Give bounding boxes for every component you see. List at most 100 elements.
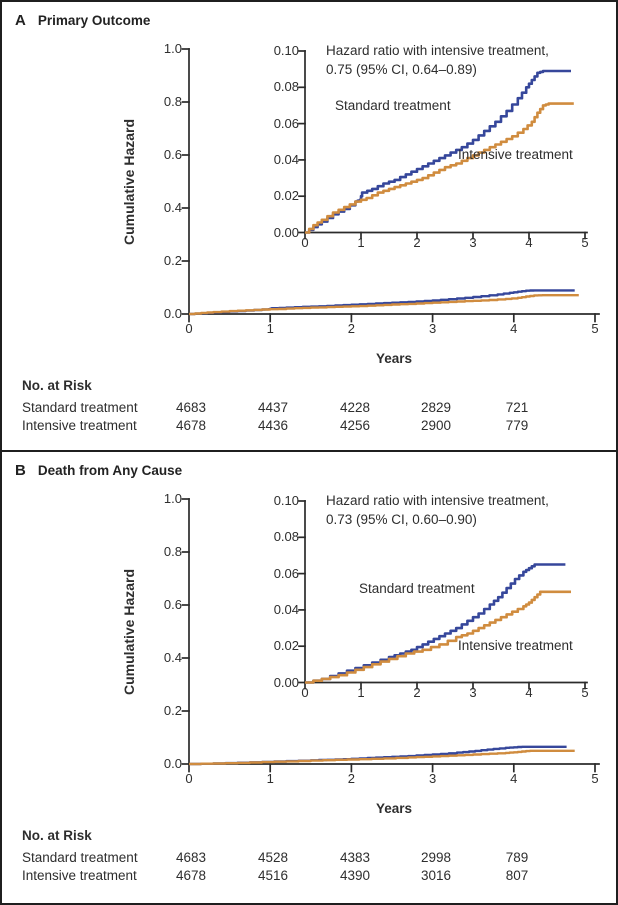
panel-b-hazard-ratio-annotation: Hazard ratio with intensive treatment, 0…	[326, 491, 549, 529]
risk-value: 2998	[420, 850, 452, 865]
panel-b-label: B	[15, 462, 26, 479]
inset-y-tick-label: 0.00	[273, 674, 299, 690]
main-curve-intensive_line	[189, 749, 575, 766]
inset-y-tick-label: 0.04	[273, 151, 299, 167]
inset-y-tick-label: 0.08	[273, 529, 299, 545]
panel-b-chart-canvas	[181, 498, 600, 773]
main-y-tick-label: 0.4	[163, 650, 182, 665]
risk-value: 807	[505, 868, 529, 883]
panel-a-y-axis-label: Cumulative Hazard	[120, 118, 137, 246]
inset-x-tick-label: 2	[413, 685, 421, 700]
risk-value: 4678	[175, 418, 207, 433]
panel-a-hazard-ratio-annotation: Hazard ratio with intensive treatment, 0…	[326, 41, 549, 79]
panel-b-y-axis-label: Cumulative Hazard	[120, 568, 137, 696]
inset-y-tick-label: 0.04	[273, 601, 299, 617]
main-x-tick-label: 2	[347, 771, 355, 786]
main-x-tick-label: 5	[591, 771, 599, 786]
panel-a-no-at-risk-heading: No. at Risk	[22, 378, 92, 393]
main-x-tick-label: 3	[428, 771, 437, 786]
panel-a-label: A	[15, 12, 26, 29]
inset-x-tick-label: 3	[469, 685, 477, 700]
main-y-tick-label: 0.0	[163, 306, 182, 321]
inset-x-tick-label: 1	[357, 685, 365, 700]
risk-value: 4436	[257, 418, 289, 433]
main-x-tick-label: 2	[347, 321, 355, 336]
panel-divider	[2, 450, 616, 452]
main-curve-intensive_line	[189, 294, 579, 316]
risk-value: 3016	[420, 868, 452, 883]
annotation-line-2: 0.75 (95% CI, 0.64–0.89)	[326, 62, 477, 77]
main-y-tick-label: 0.8	[163, 544, 182, 559]
main-y-tick-label: 0.6	[163, 147, 182, 162]
panel-b-no-at-risk-heading: No. at Risk	[22, 828, 92, 843]
risk-value: 4228	[339, 400, 371, 415]
risk-value: 4437	[257, 400, 289, 415]
risk-value: 721	[505, 400, 529, 415]
inset-x-tick-label: 1	[357, 235, 365, 250]
risk-value: 4390	[339, 868, 371, 883]
inset-x-tick-label: 5	[581, 685, 589, 700]
main-y-tick-label: 0.2	[163, 703, 182, 718]
panel-a-risk-row-label-intensive: Intensive treatment	[22, 418, 137, 433]
main-y-tick-label: 1.0	[163, 41, 182, 56]
annotation-line-2: 0.73 (95% CI, 0.60–0.90)	[326, 512, 477, 527]
main-x-tick-label: 0	[185, 771, 193, 786]
inset-curve-intensive_line	[305, 590, 571, 684]
panel-a-risk-row-label-standard: Standard treatment	[22, 400, 138, 415]
panel-a-title: Primary Outcome	[37, 13, 151, 28]
risk-value: 779	[505, 418, 529, 433]
panel-a-standard-curve-label: Standard treatment	[335, 98, 451, 113]
panel-a-intensive-curve-label: Intensive treatment	[458, 147, 573, 162]
main-y-tick-label: 0.2	[163, 253, 182, 268]
inset-y-tick-label: 0.06	[273, 565, 299, 581]
main-y-tick-label: 0.4	[163, 200, 182, 215]
main-x-tick-label: 1	[266, 321, 274, 336]
panel-a-x-axis-label: Years	[375, 351, 413, 366]
panel-b-title: Death from Any Cause	[37, 463, 183, 478]
inset-x-tick-label: 0	[301, 235, 309, 250]
main-y-tick-label: 0.8	[163, 94, 182, 109]
panel-b-intensive-curve-label: Intensive treatment	[458, 638, 573, 653]
inset-y-tick-label: 0.00	[273, 224, 299, 240]
inset-y-tick-label: 0.02	[273, 638, 299, 654]
risk-value: 789	[505, 850, 529, 865]
panel-b: B Death from Any Cause 0.0 0.2 0.4 0.6 0.8 1.…	[2, 452, 616, 900]
main-x-tick-label: 1	[266, 771, 274, 786]
main-y-tick-label: 0.0	[163, 756, 182, 771]
main-x-tick-label: 3	[428, 321, 437, 336]
inset-y-tick-label: 0.10	[273, 493, 299, 508]
risk-value: 2829	[420, 400, 452, 415]
inset-curve-standard_line	[305, 69, 571, 234]
annotation-line-1: Hazard ratio with intensive treatment,	[326, 493, 549, 508]
inset-x-tick-label: 2	[413, 235, 421, 250]
inset-curve-intensive_line	[305, 102, 574, 234]
risk-value: 4383	[339, 850, 371, 865]
risk-value: 4256	[339, 418, 371, 433]
panel-b-x-axis-label: Years	[375, 801, 413, 816]
inset-y-tick-label: 0.06	[273, 115, 299, 131]
panel-a-chart-canvas	[181, 48, 600, 323]
inset-y-tick-label: 0.08	[273, 79, 299, 95]
inset-y-tick-label: 0.10	[273, 43, 299, 58]
main-y-tick-label: 0.6	[163, 597, 182, 612]
inset-x-tick-label: 3	[469, 235, 477, 250]
main-x-tick-label: 5	[591, 321, 599, 336]
risk-value: 4683	[175, 400, 207, 415]
panel-a-tick-labels: 0.0 0.2 0.4 0.6 0.8 1.0 0 1 2 3 4 5 0.00 0.02 0.04 0.06…	[2, 2, 616, 450]
panel-b-heading: B Death from Any Cause	[15, 462, 182, 479]
risk-value: 4516	[257, 868, 289, 883]
main-x-tick-label: 0	[185, 321, 193, 336]
inset-x-tick-label: 4	[525, 235, 533, 250]
panel-a: A Primary Outcome 0.0 0.2 0.4 0.6 0.8 1.0 0 1 2 3…	[2, 2, 616, 450]
panel-a-heading: A Primary Outcome	[15, 12, 150, 29]
main-x-tick-label: 4	[510, 321, 518, 336]
risk-value: 4528	[257, 850, 289, 865]
risk-value: 4678	[175, 868, 207, 883]
panel-b-standard-curve-label: Standard treatment	[359, 581, 475, 596]
panel-b-risk-row-label-standard: Standard treatment	[22, 850, 138, 865]
inset-x-tick-label: 5	[581, 235, 589, 250]
panel-b-risk-row-label-intensive: Intensive treatment	[22, 868, 137, 883]
inset-y-tick-label: 0.02	[273, 188, 299, 204]
risk-value: 2900	[420, 418, 452, 433]
inset-x-tick-label: 4	[525, 685, 533, 700]
